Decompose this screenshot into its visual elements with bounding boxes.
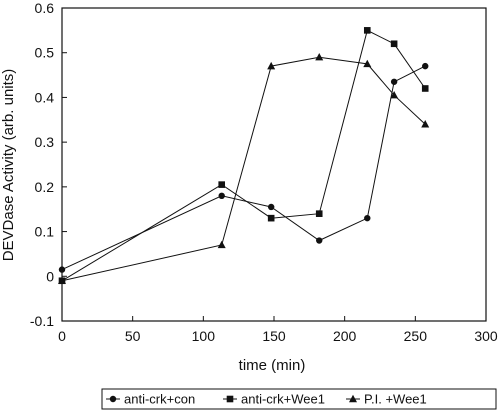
plot-frame <box>61 7 487 322</box>
x-tick-label: 200 <box>333 328 357 344</box>
legend-marker <box>109 395 117 403</box>
x-tick-label: 50 <box>125 328 141 344</box>
data-point <box>316 237 323 244</box>
data-point <box>267 61 276 70</box>
y-axis-title: DEVDase Activity (arb. units) <box>0 69 17 262</box>
x-axis-title: time (min) <box>239 357 306 374</box>
y-tick-label: 0.6 <box>35 0 55 16</box>
y-tick-label: 0.4 <box>35 89 55 105</box>
data-point <box>58 276 66 284</box>
y-tick-label: 0.1 <box>35 224 55 240</box>
data-point <box>363 27 371 34</box>
data-point <box>218 192 225 199</box>
series-line <box>61 56 426 282</box>
legend-label: anti-crk+con <box>124 392 195 407</box>
data-point <box>390 40 398 48</box>
y-tick-label: 0 <box>46 268 54 284</box>
legend: anti-crk+con anti-crk+Wee1 P.I. +Wee1 <box>101 388 497 410</box>
data-point <box>422 62 429 70</box>
legend-marker <box>226 395 234 403</box>
y-tick-label: 0.2 <box>35 179 55 195</box>
data-point <box>315 210 323 217</box>
x-tick-label: 150 <box>262 328 286 344</box>
y-tick-label: 0.3 <box>35 134 55 150</box>
data-point <box>315 52 324 61</box>
data-point <box>363 59 372 68</box>
y-axis-ticks: -0.1 0 0.1 0.2 0.3 0.4 0.5 0.6 <box>30 0 67 329</box>
x-tick-label: 100 <box>192 328 216 344</box>
x-tick-label: 0 <box>58 328 66 344</box>
series-layer <box>58 27 430 285</box>
y-tick-label: 0.5 <box>35 45 55 61</box>
legend-items: anti-crk+con anti-crk+Wee1 P.I. +Wee1 <box>106 392 427 407</box>
legend-label: anti-crk+Wee1 <box>241 392 325 407</box>
series-3 <box>58 52 430 284</box>
data-point <box>267 214 275 222</box>
x-tick-label: 250 <box>404 328 428 344</box>
data-point <box>390 78 398 85</box>
legend-marker <box>349 394 357 403</box>
data-point <box>421 120 430 128</box>
data-point <box>364 214 371 222</box>
data-point <box>58 266 66 273</box>
data-point <box>267 203 275 211</box>
x-axis-ticks: 0 50 100 150 200 250 300 <box>58 316 498 344</box>
x-tick-label: 300 <box>474 328 498 344</box>
data-point <box>217 240 226 249</box>
data-point <box>390 90 399 99</box>
legend-label: P.I. +Wee1 <box>364 392 427 407</box>
legend-box <box>101 388 497 410</box>
series-line <box>61 65 426 271</box>
data-point <box>421 85 429 92</box>
data-point <box>218 181 226 188</box>
y-tick-label: -0.1 <box>30 313 54 329</box>
series-1 <box>58 62 429 273</box>
